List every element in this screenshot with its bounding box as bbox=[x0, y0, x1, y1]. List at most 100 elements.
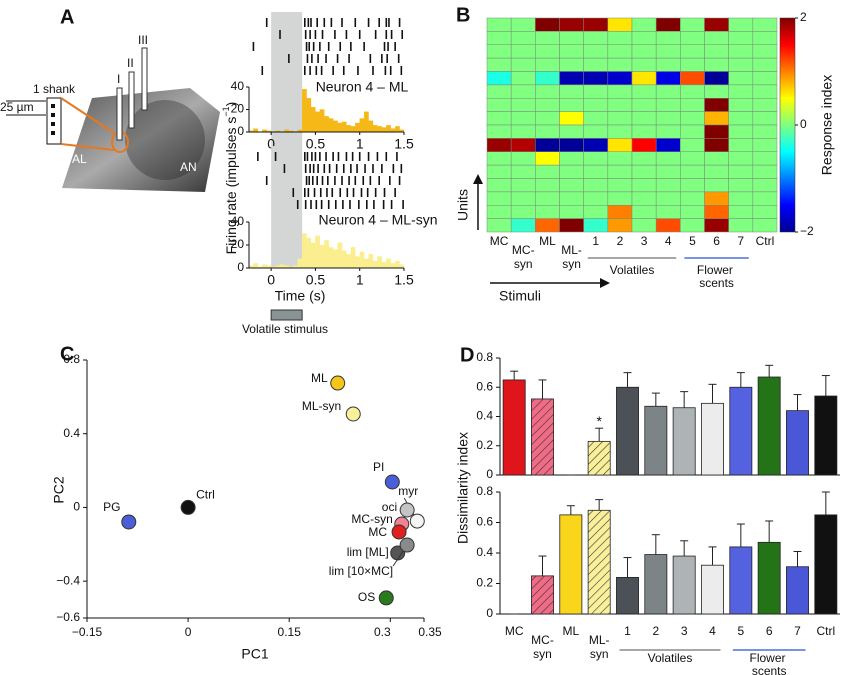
heatmap-cell bbox=[607, 17, 633, 32]
heatmap-cell bbox=[680, 31, 705, 45]
x-tick-label: 0 bbox=[267, 272, 275, 288]
point-label: ML-syn bbox=[302, 399, 341, 413]
heatmap-cell bbox=[680, 57, 705, 72]
heatmap-cell bbox=[607, 138, 633, 152]
heatmap-cell bbox=[607, 191, 633, 206]
psth-bar bbox=[377, 256, 383, 269]
bar-hatch bbox=[531, 575, 554, 614]
heatmap-cell bbox=[631, 164, 657, 179]
colorbar-tick-label: 0 bbox=[800, 117, 807, 131]
shank-label: III bbox=[138, 33, 148, 47]
psth-bar bbox=[262, 264, 267, 269]
heatmap-cell bbox=[486, 44, 512, 59]
heatmap-cell bbox=[680, 111, 705, 126]
panel-label: A bbox=[60, 6, 74, 28]
heatmap-cell bbox=[559, 31, 584, 45]
heatmap-cell bbox=[728, 84, 754, 99]
y-tick-label: 0.4 bbox=[476, 545, 493, 559]
heatmap-cell bbox=[680, 218, 705, 233]
shank-label: I bbox=[117, 72, 120, 86]
heatmap-cell bbox=[486, 84, 512, 99]
arrowhead bbox=[600, 278, 610, 288]
panel-label: B bbox=[456, 4, 470, 26]
heatmap-cell bbox=[631, 17, 657, 32]
bar bbox=[644, 554, 668, 615]
x-tick-label: MC-syn bbox=[531, 633, 554, 661]
y-axis-label: Dissimilarity index bbox=[455, 432, 471, 544]
y-tick-label: 0 bbox=[486, 606, 493, 620]
psth-bar bbox=[253, 128, 259, 133]
point bbox=[180, 499, 196, 515]
heatmap-cell bbox=[655, 84, 681, 99]
heatmap-cell bbox=[728, 151, 754, 166]
x-tick-label: 0.15 bbox=[278, 625, 302, 639]
bar bbox=[729, 546, 753, 615]
heatmap-cell bbox=[752, 218, 778, 233]
heatmap-cell bbox=[704, 84, 729, 99]
psth-bar bbox=[368, 120, 374, 133]
x-tick-label: 5 bbox=[689, 234, 696, 248]
heatmap-cell bbox=[655, 218, 681, 233]
psth-bar bbox=[341, 121, 347, 133]
heatmap-cell bbox=[559, 84, 584, 99]
schematic: 1 shank 25 µm I II III AL AN bbox=[0, 33, 220, 192]
heatmap-cell bbox=[583, 191, 609, 206]
psth-bar bbox=[350, 126, 356, 133]
point bbox=[399, 502, 415, 518]
heatmap-cell bbox=[486, 218, 512, 233]
heatmap-cell bbox=[510, 98, 536, 112]
heatmap-cell bbox=[486, 124, 512, 139]
psth-bar bbox=[377, 126, 383, 133]
point-label: OS bbox=[358, 590, 375, 604]
heatmap-cell bbox=[607, 57, 633, 72]
heatmap-cell bbox=[655, 57, 681, 72]
psth-bar bbox=[386, 258, 391, 269]
heatmap-cell bbox=[535, 138, 560, 152]
point bbox=[345, 406, 361, 422]
point bbox=[399, 537, 415, 553]
heatmap-cell bbox=[728, 98, 754, 112]
heatmap-cell bbox=[631, 57, 657, 72]
x-tick-label: 5 bbox=[737, 624, 744, 638]
heatmap-cell bbox=[559, 111, 584, 126]
heatmap-cell bbox=[510, 191, 536, 206]
bar-hatch bbox=[588, 441, 611, 475]
heatmap-cell bbox=[559, 44, 584, 59]
heatmap-cell bbox=[559, 98, 584, 112]
heatmap-cell bbox=[510, 111, 536, 126]
heatmap-cell bbox=[486, 178, 512, 193]
y-axis-label: Units bbox=[455, 189, 471, 221]
x-tick-label: 0.35 bbox=[418, 625, 442, 639]
heatmap-cell bbox=[752, 124, 778, 139]
heatmap-cell bbox=[559, 164, 584, 179]
heatmap-cell bbox=[631, 191, 657, 206]
psth-bar bbox=[390, 128, 396, 133]
psth-bar bbox=[253, 263, 259, 269]
heatmap-cell bbox=[728, 124, 754, 139]
y-axis-label: Firing rate (impulses s−1) bbox=[221, 102, 238, 255]
heatmap-cell bbox=[752, 17, 778, 32]
heatmap-cell bbox=[583, 151, 609, 166]
psth-bar bbox=[381, 127, 387, 133]
y-tick-label: 20 bbox=[231, 102, 245, 116]
heatmap-cell bbox=[728, 17, 754, 32]
electrode bbox=[116, 87, 123, 141]
heatmap-cell bbox=[680, 124, 705, 139]
heatmap-cell bbox=[704, 71, 729, 86]
heatmap-cell bbox=[752, 71, 778, 86]
x-tick-label: 1.5 bbox=[394, 272, 414, 288]
psth-bar bbox=[301, 233, 307, 269]
x-tick-label: −0.15 bbox=[72, 625, 103, 639]
heatmap-cell bbox=[486, 191, 512, 206]
heatmap-cell bbox=[607, 31, 633, 45]
heatmap-cell bbox=[559, 178, 584, 193]
panel-label: D bbox=[460, 344, 474, 366]
y-tick-label: 0.8 bbox=[476, 350, 493, 364]
heatmap-cell bbox=[510, 151, 536, 166]
heatmap-cell bbox=[583, 71, 609, 86]
heatmap-cell bbox=[535, 218, 560, 233]
heatmap-cell bbox=[535, 84, 560, 99]
bar-hatch bbox=[588, 510, 611, 614]
heatmap-cell bbox=[631, 138, 657, 152]
heatmap-cell bbox=[607, 218, 633, 233]
